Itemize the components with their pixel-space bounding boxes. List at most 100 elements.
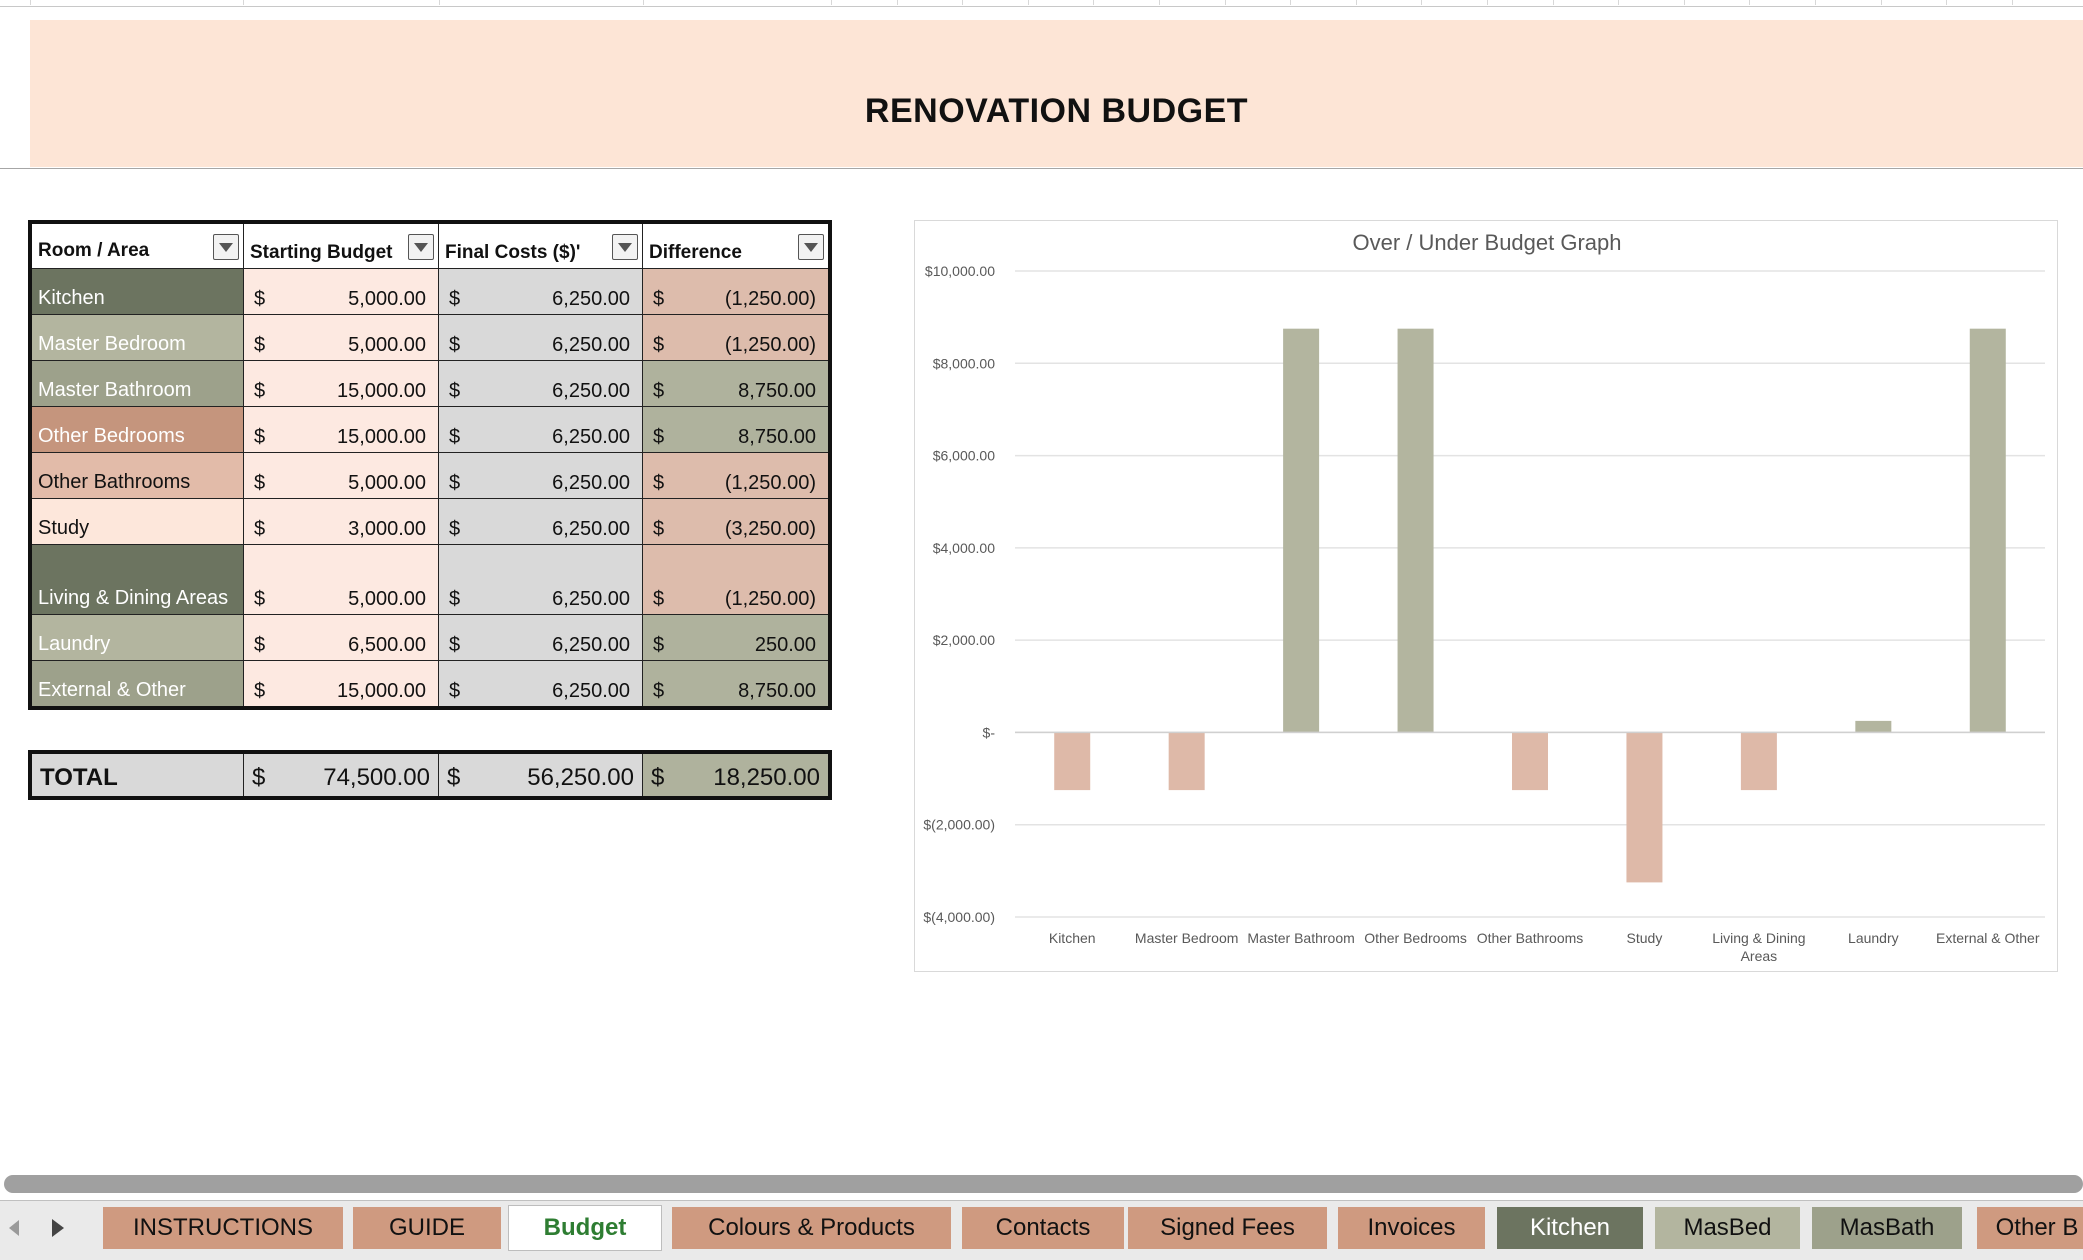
chart-bar[interactable] (1054, 732, 1091, 791)
starting-budget-cell[interactable]: $5,000.00 (244, 453, 439, 498)
room-name: Master Bedroom (38, 333, 186, 355)
header-label-room: Room / Area (38, 240, 150, 261)
room-cell[interactable]: Other Bedrooms (32, 407, 244, 452)
chart-bar[interactable] (1969, 328, 2006, 733)
filter-dropdown-icon[interactable] (798, 234, 824, 260)
difference-cell[interactable]: $ (1,250.00) (643, 269, 828, 314)
scroll-tabs-left-icon[interactable] (4, 1215, 24, 1241)
currency-symbol: $ (254, 288, 266, 310)
sheet-tab[interactable]: MasBath (1812, 1207, 1962, 1249)
currency-symbol: $ (449, 518, 461, 540)
final-costs-cell[interactable]: $6,250.00 (439, 545, 643, 614)
sheet-tab-label: Signed Fees (1160, 1214, 1295, 1241)
header-cell-starting-budget[interactable]: Starting Budget (244, 224, 439, 268)
currency-symbol: $ (254, 680, 266, 702)
final-costs-cell[interactable]: $6,250.00 (439, 407, 643, 452)
starting-budget-cell[interactable]: $15,000.00 (244, 407, 439, 452)
final-costs-cell[interactable]: $6,250.00 (439, 453, 643, 498)
sheet-tab[interactable]: Other B (1977, 1207, 2083, 1249)
starting-budget-cell[interactable]: $5,000.00 (244, 269, 439, 314)
room-cell[interactable]: External & Other (32, 661, 244, 706)
header-cell-difference[interactable]: Difference (643, 224, 828, 268)
room-name: External & Other (38, 679, 186, 701)
difference-cell[interactable]: $ (3,250.00) (643, 499, 828, 544)
total-starting-budget: 74,500.00 (323, 764, 430, 791)
x-tick-label: Master Bathroom (1247, 930, 1354, 946)
horizontal-scrollbar[interactable] (4, 1175, 2083, 1193)
filter-dropdown-icon[interactable] (612, 234, 638, 260)
starting-budget-cell[interactable]: $5,000.00 (244, 545, 439, 614)
final-costs-cell[interactable]: $6,250.00 (439, 615, 643, 660)
final-costs-cell[interactable]: $6,250.00 (439, 315, 643, 360)
difference-cell[interactable]: $8,750.00 (643, 361, 828, 406)
room-cell[interactable]: Master Bedroom (32, 315, 244, 360)
table-header-row: Room / Area Starting Budget Final Costs … (32, 224, 828, 268)
difference-cell[interactable]: $ (1,250.00) (643, 453, 828, 498)
chart-bar[interactable] (1855, 720, 1892, 733)
difference-cell[interactable]: $ (1,250.00) (643, 315, 828, 360)
currency-symbol: $ (449, 472, 461, 494)
sheet-tab[interactable]: MasBed (1655, 1207, 1800, 1249)
total-starting-budget-cell[interactable]: $ 74,500.00 (244, 754, 439, 796)
chart-title: Over / Under Budget Graph (1352, 230, 1621, 255)
chart-bar[interactable] (1397, 328, 1434, 733)
filter-dropdown-icon[interactable] (213, 234, 239, 260)
table-body: Kitchen $5,000.00 $6,250.00 $ (1,250.00) Mast… (32, 268, 828, 706)
total-difference-cell[interactable]: $ 18,250.00 (643, 754, 828, 796)
sheet-tab[interactable]: INSTRUCTIONS (103, 1207, 343, 1249)
sheet-tab[interactable]: Invoices (1338, 1207, 1485, 1249)
filter-dropdown-icon[interactable] (408, 234, 434, 260)
difference-cell[interactable]: $ (1,250.00) (643, 545, 828, 614)
room-cell[interactable]: Master Bathroom (32, 361, 244, 406)
final-costs-value: 6,250.00 (552, 380, 630, 402)
final-costs-value: 6,250.00 (552, 472, 630, 494)
chart-bar[interactable] (1512, 732, 1548, 791)
header-cell-room[interactable]: Room / Area (32, 224, 244, 268)
sheet-tab[interactable]: GUIDE (353, 1207, 501, 1249)
total-row: TOTAL $ 74,500.00 $ 56,250.00 $ 18,250.0… (28, 750, 832, 800)
chart-bar[interactable] (1626, 732, 1663, 883)
room-cell[interactable]: Kitchen (32, 269, 244, 314)
starting-budget-value: 6,500.00 (348, 634, 426, 656)
final-costs-value: 6,250.00 (552, 588, 630, 610)
starting-budget-cell[interactable]: $6,500.00 (244, 615, 439, 660)
difference-cell[interactable]: $8,750.00 (643, 661, 828, 706)
difference-cell[interactable]: $8,750.00 (643, 407, 828, 452)
total-final-costs-cell[interactable]: $ 56,250.00 (439, 754, 643, 796)
header-cell-final-costs[interactable]: Final Costs ($)' (439, 224, 643, 268)
starting-budget-cell[interactable]: $3,000.00 (244, 499, 439, 544)
room-cell[interactable]: Laundry (32, 615, 244, 660)
final-costs-cell[interactable]: $6,250.00 (439, 269, 643, 314)
currency-symbol: $ (447, 764, 461, 791)
sheet-tab[interactable]: Signed Fees (1128, 1207, 1327, 1249)
final-costs-cell[interactable]: $6,250.00 (439, 361, 643, 406)
room-name: Laundry (38, 633, 111, 655)
difference-value: (1,250.00) (724, 588, 816, 610)
room-name: Other Bathrooms (38, 471, 191, 493)
starting-budget-cell[interactable]: $15,000.00 (244, 361, 439, 406)
scroll-tabs-right-icon[interactable] (48, 1215, 68, 1241)
sheet-tab[interactable]: Contacts (962, 1207, 1124, 1249)
starting-budget-cell[interactable]: $15,000.00 (244, 661, 439, 706)
sheet-tab[interactable]: Colours & Products (672, 1207, 951, 1249)
over-under-budget-chart[interactable]: Over / Under Budget Graph $10,000.00 $8,00… (914, 220, 2058, 972)
sheet-tab[interactable]: Budget (508, 1205, 662, 1251)
sheet-tab-label: MasBed (1683, 1214, 1772, 1241)
currency-symbol: $ (653, 426, 665, 448)
y-tick-label: $(2,000.00) (923, 817, 995, 833)
room-cell[interactable]: Living & Dining Areas (32, 545, 244, 614)
final-costs-cell[interactable]: $6,250.00 (439, 661, 643, 706)
room-cell[interactable]: Study (32, 499, 244, 544)
chart-bar[interactable] (1283, 328, 1320, 733)
final-costs-cell[interactable]: $6,250.00 (439, 499, 643, 544)
sheet-tab[interactable]: Kitchen (1497, 1207, 1643, 1249)
starting-budget-cell[interactable]: $5,000.00 (244, 315, 439, 360)
chart-bar[interactable] (1740, 732, 1777, 791)
currency-symbol: $ (254, 518, 266, 540)
room-name: Study (38, 517, 90, 539)
y-tick-label: $4,000.00 (933, 540, 995, 556)
chart-bar[interactable] (1168, 732, 1205, 791)
total-label[interactable]: TOTAL (32, 754, 244, 796)
difference-cell[interactable]: $250.00 (643, 615, 828, 660)
room-cell[interactable]: Other Bathrooms (32, 453, 244, 498)
